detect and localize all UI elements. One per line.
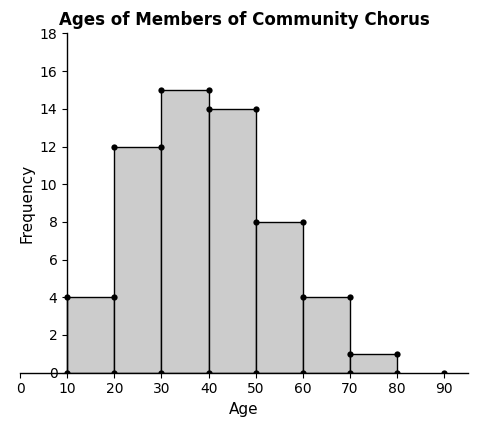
Bar	[256, 222, 303, 373]
Title: Ages of Members of Community Chorus: Ages of Members of Community Chorus	[58, 11, 429, 29]
X-axis label: Age: Age	[229, 402, 259, 417]
Bar	[209, 109, 256, 373]
Bar	[303, 297, 350, 373]
Bar	[67, 297, 114, 373]
Y-axis label: Frequency: Frequency	[19, 163, 34, 243]
Bar	[350, 354, 397, 373]
Bar	[114, 146, 161, 373]
Bar	[161, 90, 209, 373]
